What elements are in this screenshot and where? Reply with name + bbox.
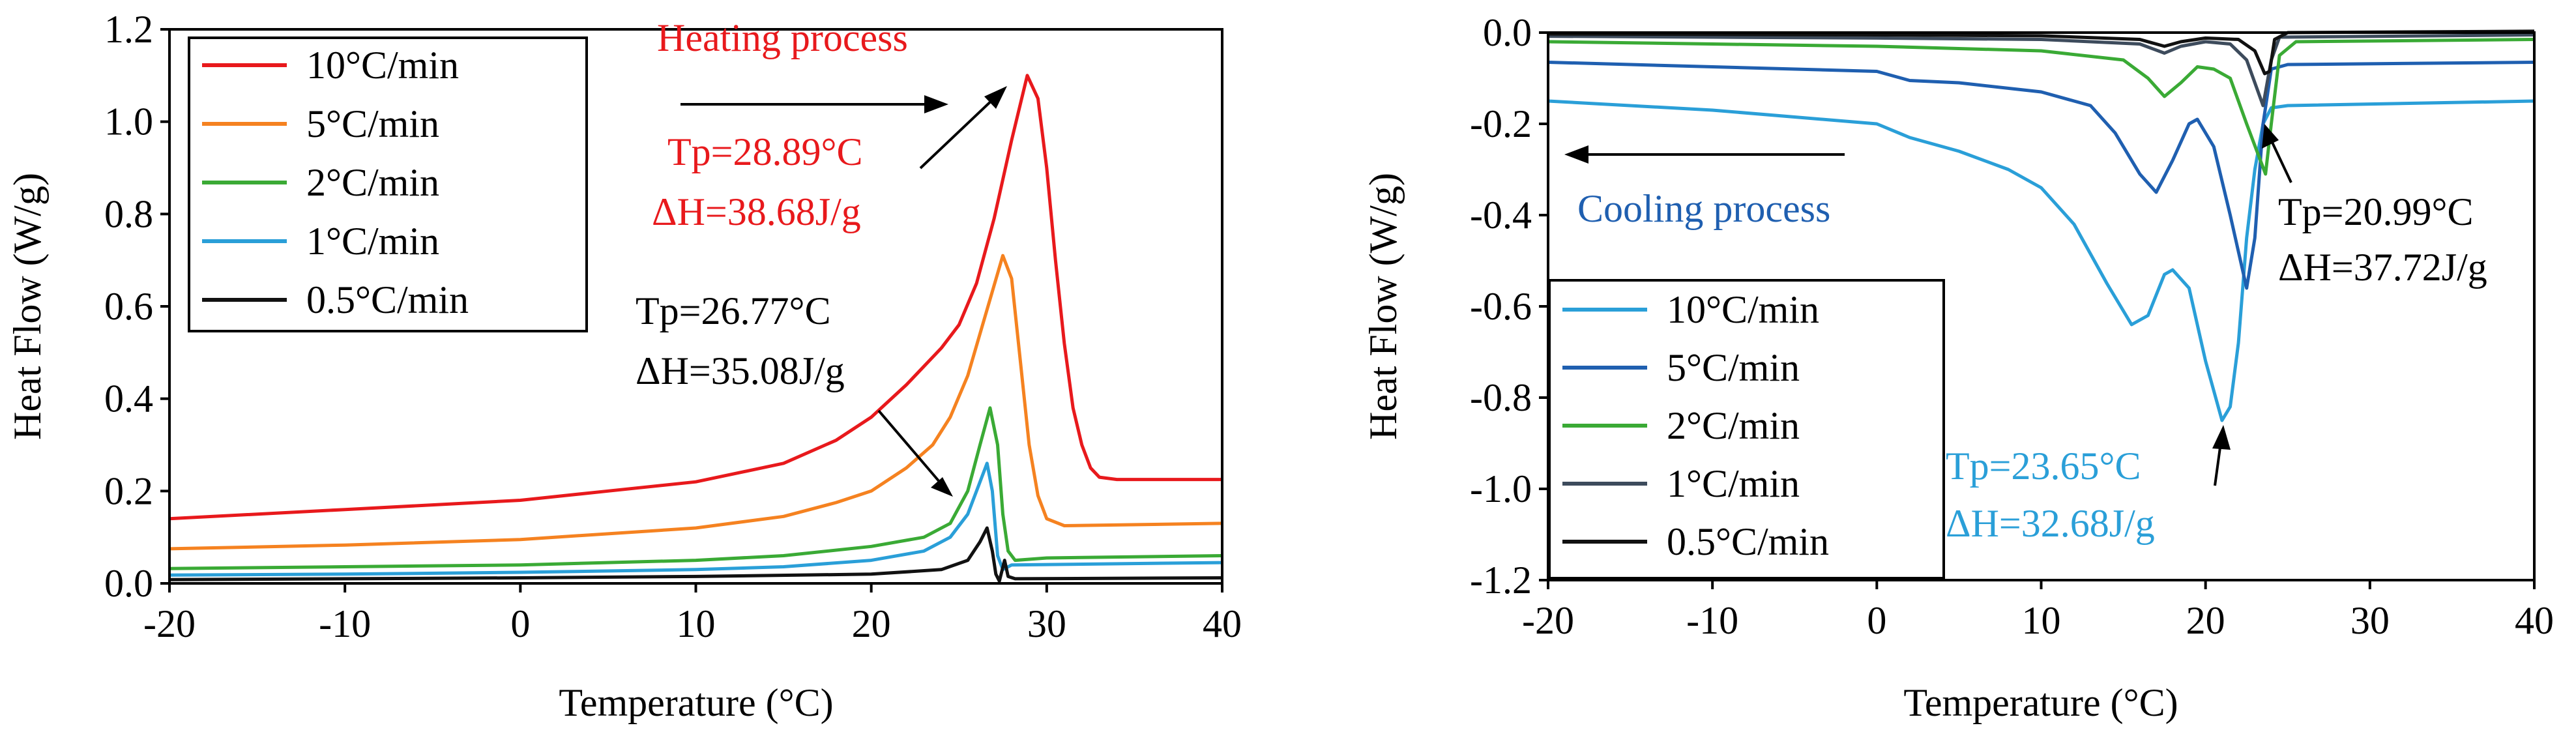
cooling-x-ticks: -20 -10 0 10 20 30 40 (1522, 580, 2554, 642)
heating-y-tick-label: 0.6 (104, 285, 153, 328)
cooling-x-tick-label: 30 (2350, 599, 2390, 642)
cooling-y-ticks: 0.0 -0.2 -0.4 -0.6 -0.8 -1.0 -1.2 (1470, 11, 1548, 602)
heating-dh-10-label: ΔH=38.68J/g (652, 190, 861, 233)
heating-peak-10-arrow-line (919, 95, 997, 169)
cooling-legend-label-1cpm: 1°C/min (1667, 462, 1800, 505)
heating-x-ticks: -20 -10 0 10 20 30 40 (143, 583, 1242, 645)
cooling-chart: 0.0 -0.2 -0.4 -0.6 -0.8 -1.0 -1.2 -20 -10 0 10 20 3… (1362, 11, 2554, 724)
cooling-legend-label-5cpm: 5°C/min (1667, 346, 1800, 389)
cooling-series-0p5cpm (1547, 29, 2535, 76)
heating-series-5cpm (169, 254, 1223, 551)
cooling-x-tick-label: 20 (2186, 599, 2225, 642)
cooling-process-label: Cooling process (1577, 187, 1830, 230)
heating-y-tick-label: 0.2 (104, 469, 153, 512)
cooling-y-tick-label: -0.6 (1470, 285, 1532, 328)
heating-tp-2-label: Tp=26.77°C (636, 289, 831, 332)
heating-x-tick-label: -20 (143, 602, 196, 645)
heating-x-tick-label: 20 (852, 602, 891, 645)
cooling-peak-10-arrow-head (2212, 425, 2231, 450)
heating-y-axis-label: Heat Flow (W/g) (6, 173, 49, 440)
heating-direction-arrow-head (924, 95, 948, 113)
cooling-series-1cpm (1547, 33, 2535, 108)
heating-series-0p5cpm (169, 526, 1223, 583)
heating-process-label: Heating process (657, 16, 908, 59)
cooling-direction-arrow-head (1564, 145, 1588, 164)
cooling-x-tick-label: -10 (1686, 599, 1738, 642)
cooling-y-tick-label: -0.2 (1470, 102, 1532, 145)
heating-peak-10-arrow-head (984, 86, 1007, 109)
cooling-dh-10-label: ΔH=32.68J/g (1946, 502, 2155, 545)
cooling-x-tick-label: 40 (2515, 599, 2554, 642)
cooling-legend-label-0p5cpm: 0.5°C/min (1667, 520, 1829, 563)
cooling-y-tick-label: -1.2 (1470, 559, 1532, 602)
cooling-x-tick-label: 0 (1867, 599, 1886, 642)
heating-x-tick-label: 0 (510, 602, 530, 645)
cooling-x-axis-label: Temperature (°C) (1903, 681, 2178, 724)
cooling-series-group (1547, 29, 2535, 422)
heating-legend-label-10cpm: 10°C/min (306, 44, 459, 87)
heating-y-tick-label: 1.0 (104, 100, 153, 143)
cooling-y-tick-label: 0.0 (1483, 11, 1532, 54)
heating-dh-2-label: ΔH=35.08J/g (636, 349, 845, 392)
cooling-y-tick-label: -0.4 (1470, 194, 1532, 237)
heating-x-tick-label: 30 (1027, 602, 1066, 645)
heating-y-tick-label: 1.2 (104, 8, 153, 51)
cooling-x-tick-label: 10 (2022, 599, 2061, 642)
cooling-legend-label-2cpm: 2°C/min (1667, 404, 1800, 447)
cooling-legend (1548, 279, 1945, 579)
cooling-legend-entries: 10°C/min 5°C/min 2°C/min 1°C/min 0.5°C/min (1562, 288, 1829, 563)
heating-series-10cpm (169, 74, 1222, 521)
heating-x-axis-label: Temperature (°C) (559, 681, 833, 724)
cooling-y-axis-label: Heat Flow (W/g) (1362, 173, 1405, 440)
heating-series-1cpm (169, 461, 1223, 577)
cooling-peak-2-arrow-line (2268, 136, 2292, 183)
heating-peak-2-arrow-line (877, 409, 945, 488)
heating-x-tick-label: -10 (319, 602, 371, 645)
heating-legend-label-2cpm: 2°C/min (306, 161, 439, 204)
heating-legend-label-1cpm: 1°C/min (306, 220, 439, 263)
cooling-peak-2-arrow-head (2262, 124, 2279, 149)
cooling-tp-10-label: Tp=23.65°C (1946, 445, 2141, 488)
heating-legend-label-0p5cpm: 0.5°C/min (306, 278, 469, 321)
heating-peak-2-arrow-head (931, 477, 953, 497)
heating-y-tick-label: 0.8 (104, 192, 153, 235)
heating-y-tick-label: 0.4 (104, 377, 153, 420)
heating-series-2cpm (169, 406, 1223, 570)
heating-legend-label-5cpm: 5°C/min (306, 102, 439, 145)
heating-x-tick-label: 40 (1203, 602, 1242, 645)
cooling-y-tick-label: -1.0 (1470, 467, 1532, 510)
cooling-dh-2-label: ΔH=37.72J/g (2278, 246, 2487, 289)
cooling-x-tick-label: -20 (1522, 599, 1574, 642)
cooling-y-tick-label: -0.8 (1470, 376, 1532, 419)
cooling-legend-label-10cpm: 10°C/min (1667, 288, 1819, 331)
heating-legend-entries: 10°C/min 5°C/min 2°C/min 1°C/min 0.5°C/min (202, 44, 469, 321)
heating-y-tick-label: 0.0 (104, 562, 153, 605)
heating-x-tick-label: 10 (677, 602, 716, 645)
cooling-series-2cpm (1547, 38, 2535, 176)
cooling-series-10cpm (1547, 99, 2535, 422)
heating-y-ticks: 0.0 0.2 0.4 0.6 0.8 1.0 1.2 (104, 8, 169, 605)
heating-chart: 0.0 0.2 0.4 0.6 0.8 1.0 1.2 -20 -10 0 10 20 30 40 Te… (6, 8, 1242, 724)
heating-series-group (169, 74, 1223, 583)
heating-tp-10-label: Tp=28.89°C (667, 130, 863, 173)
cooling-tp-2-label: Tp=20.99°C (2278, 190, 2474, 233)
